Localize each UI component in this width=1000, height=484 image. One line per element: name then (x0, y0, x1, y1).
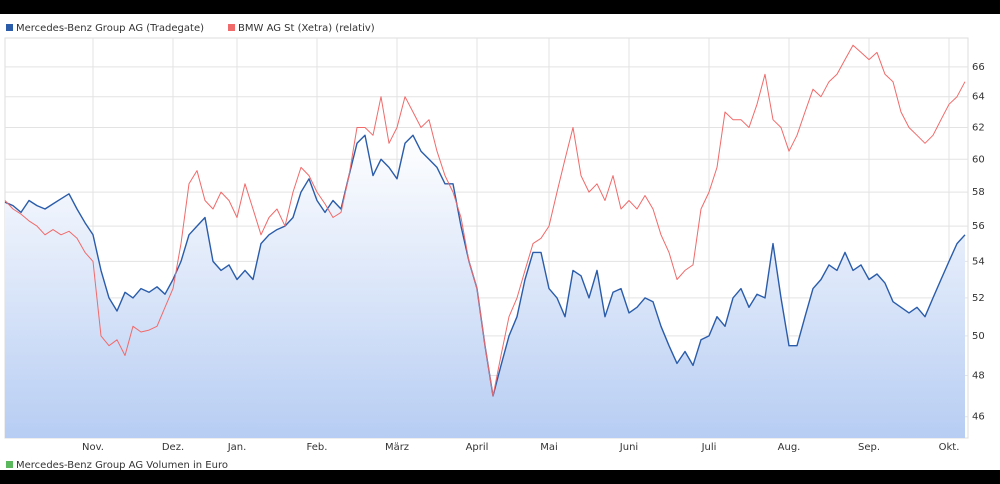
x-tick-label: Okt. (939, 442, 960, 453)
x-tick-label: Aug. (778, 442, 801, 453)
y-tick-label: 64 (972, 92, 985, 103)
marks (4, 44, 966, 439)
x-tick-label: März (385, 442, 409, 453)
legend-label: Mercedes-Benz Group AG (Tradegate) (16, 23, 204, 34)
top-bar (0, 0, 1000, 14)
x-tick-label: Juni (619, 442, 638, 453)
x-tick-label: Feb. (307, 442, 328, 453)
x-tick-label: Jan. (227, 442, 247, 453)
y-tick-label: 58 (972, 187, 985, 198)
y-tick-label: 46 (972, 412, 985, 423)
area (5, 135, 965, 439)
legend-swatch (6, 461, 13, 468)
y-tick-label: 56 (972, 221, 985, 232)
line (4, 44, 966, 397)
y-tick-label: 52 (972, 293, 985, 304)
y-tick-label: 50 (972, 331, 985, 342)
x-tick-label: Dez. (162, 442, 184, 453)
x-tick-label: Sep. (858, 442, 880, 453)
legend-swatch (228, 24, 236, 31)
x-tick-label: April (466, 442, 489, 453)
x-tick-label: Nov. (82, 442, 104, 453)
y-tick-label: 66 (972, 62, 985, 73)
y-tick-label: 54 (972, 256, 985, 267)
y-tick-label: 48 (972, 370, 985, 381)
y-tick-label: 60 (972, 154, 985, 165)
legend-label: BMW AG St (Xetra) (relativ) (238, 23, 375, 34)
x-tick-label: Juli (701, 442, 717, 453)
legend: Mercedes-Benz Group AG (Tradegate) BMW AG… (6, 23, 375, 471)
y-tick-label: 62 (972, 122, 985, 133)
legend-swatch (6, 24, 13, 31)
bottom-bar (0, 470, 1000, 484)
legend-label: Mercedes-Benz Group AG Volumen in Euro (16, 460, 228, 471)
labels: 46 48 50 52 54 56 58 60 62 64 66 Nov. Dez. Jan. Feb. Mä… (82, 62, 985, 453)
x-tick-label: Mai (540, 442, 558, 453)
